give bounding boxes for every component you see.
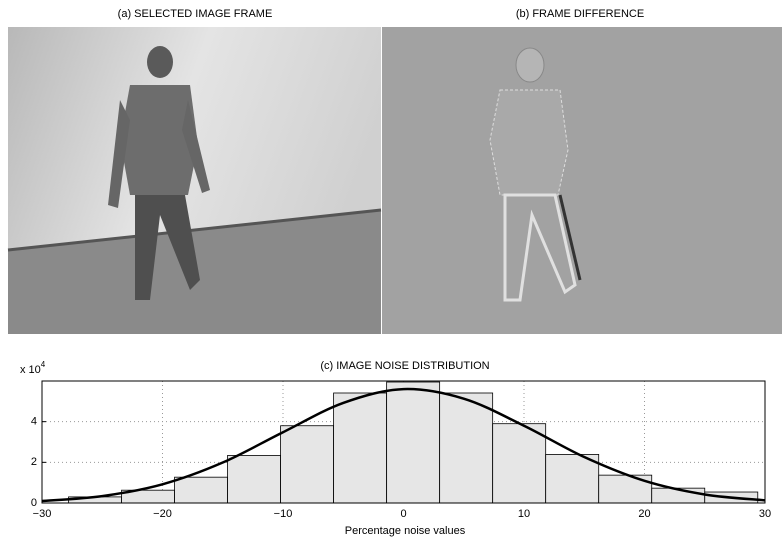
bar — [227, 455, 281, 504]
chart-title: (c) IMAGE NOISE DISTRIBUTION — [320, 360, 489, 372]
image-title: (b) FRAME DIFFERENCE — [516, 8, 644, 20]
frame-difference — [382, 27, 782, 334]
y-tick-label: 4 — [31, 416, 37, 428]
x-tick-label: 0 — [400, 508, 406, 520]
selected-frame — [7, 27, 382, 334]
x-tick-label: 10 — [518, 508, 530, 520]
y-tick-label: 2 — [31, 456, 37, 468]
bar — [439, 392, 494, 504]
bar — [333, 392, 388, 504]
bar — [545, 454, 600, 504]
bar — [280, 425, 335, 504]
x-axis-label: Percentage noise values — [345, 525, 466, 537]
x-tick-label: 20 — [638, 508, 650, 520]
x-tick-label: 30 — [759, 508, 771, 520]
bar — [386, 381, 441, 504]
bar — [492, 423, 547, 504]
fit-curve — [41, 387, 766, 503]
x-tick-label: −10 — [274, 508, 293, 520]
axes-box — [41, 380, 766, 504]
bar — [174, 476, 228, 504]
y-multiplier: x 104 — [20, 360, 46, 376]
image-title: (a) SELECTED IMAGE FRAME — [118, 8, 273, 20]
x-tick-label: −30 — [33, 508, 52, 520]
x-tick-label: −20 — [153, 508, 172, 520]
y-tick-label: 0 — [31, 497, 37, 509]
